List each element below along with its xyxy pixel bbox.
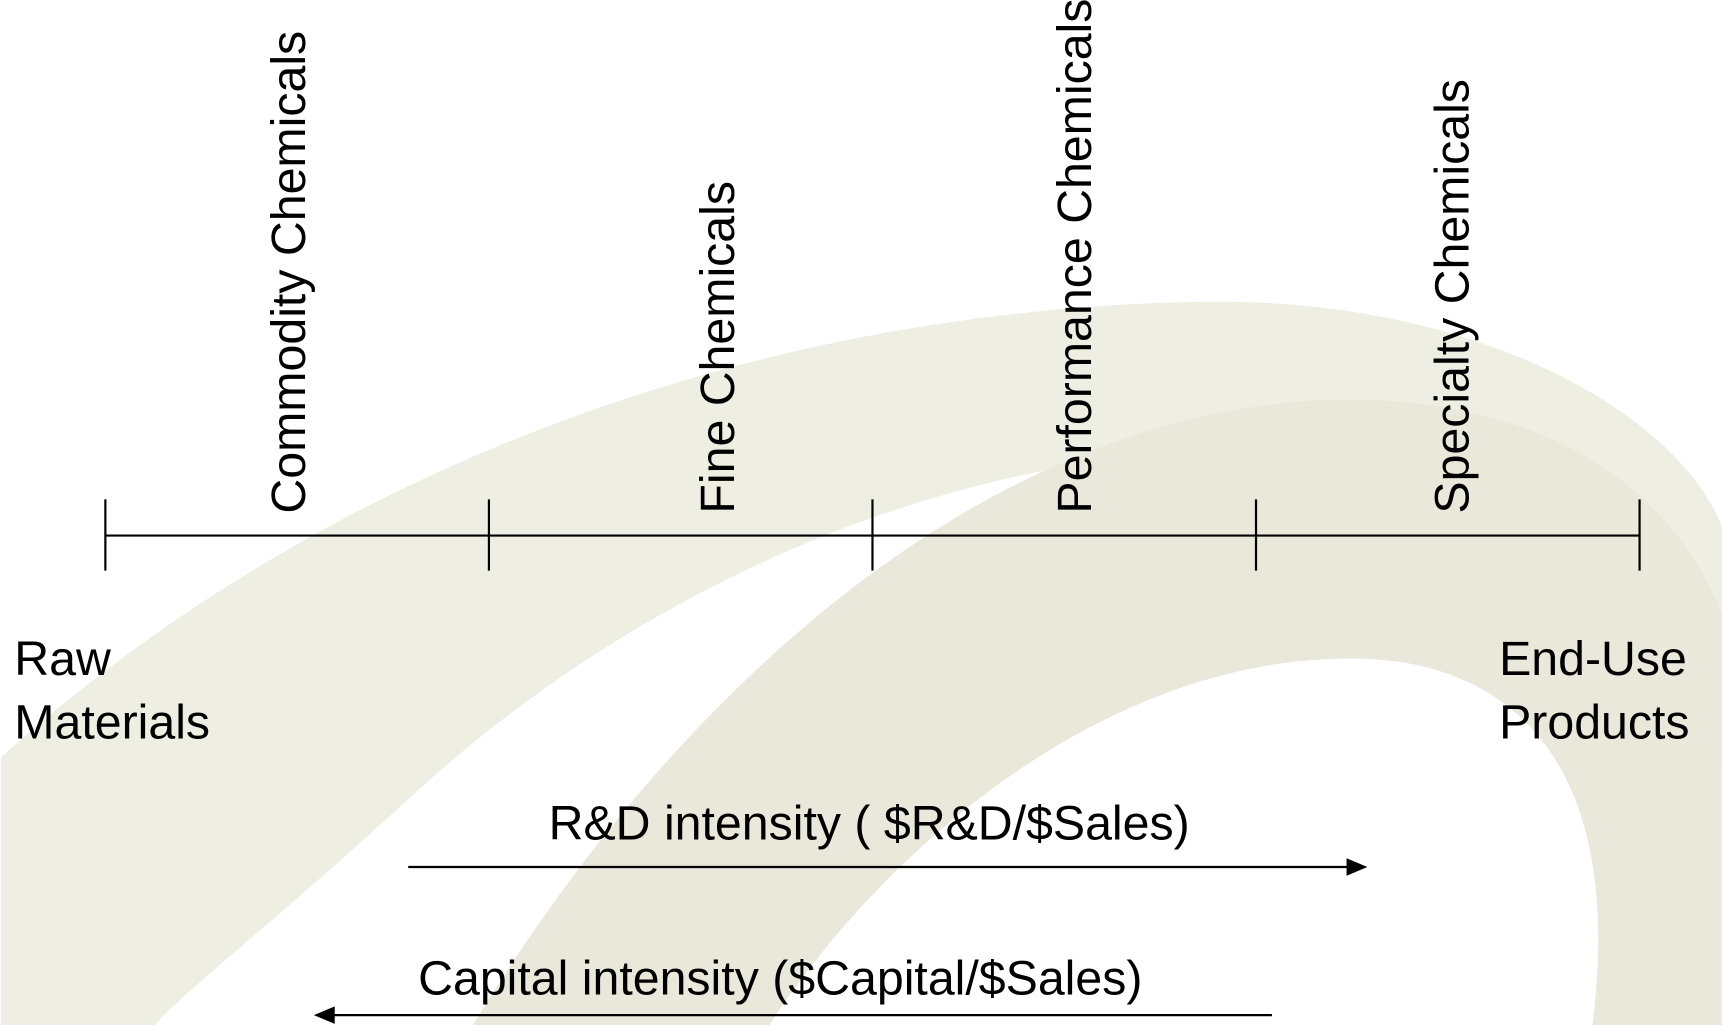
background-swoosh [1, 301, 1722, 1025]
rd-arrow-label: R&D intensity ( $R&D/$Sales) [549, 797, 1190, 851]
stage-label: Specialty Chemicals [1425, 79, 1479, 514]
start-label-line: Materials [14, 696, 210, 750]
stage-label: Performance Chemicals [1048, 0, 1102, 514]
end-label-line: Products [1499, 696, 1689, 750]
arrowhead [313, 1006, 335, 1024]
capital-arrow-label: Capital intensity ($Capital/$Sales) [418, 951, 1142, 1005]
stage-label: Fine Chemicals [691, 181, 745, 514]
end-label-line: End-Use [1499, 632, 1687, 686]
arrowhead [1346, 858, 1368, 876]
start-label-line: Raw [14, 632, 111, 686]
stage-label: Commodity Chemicals [262, 31, 316, 514]
